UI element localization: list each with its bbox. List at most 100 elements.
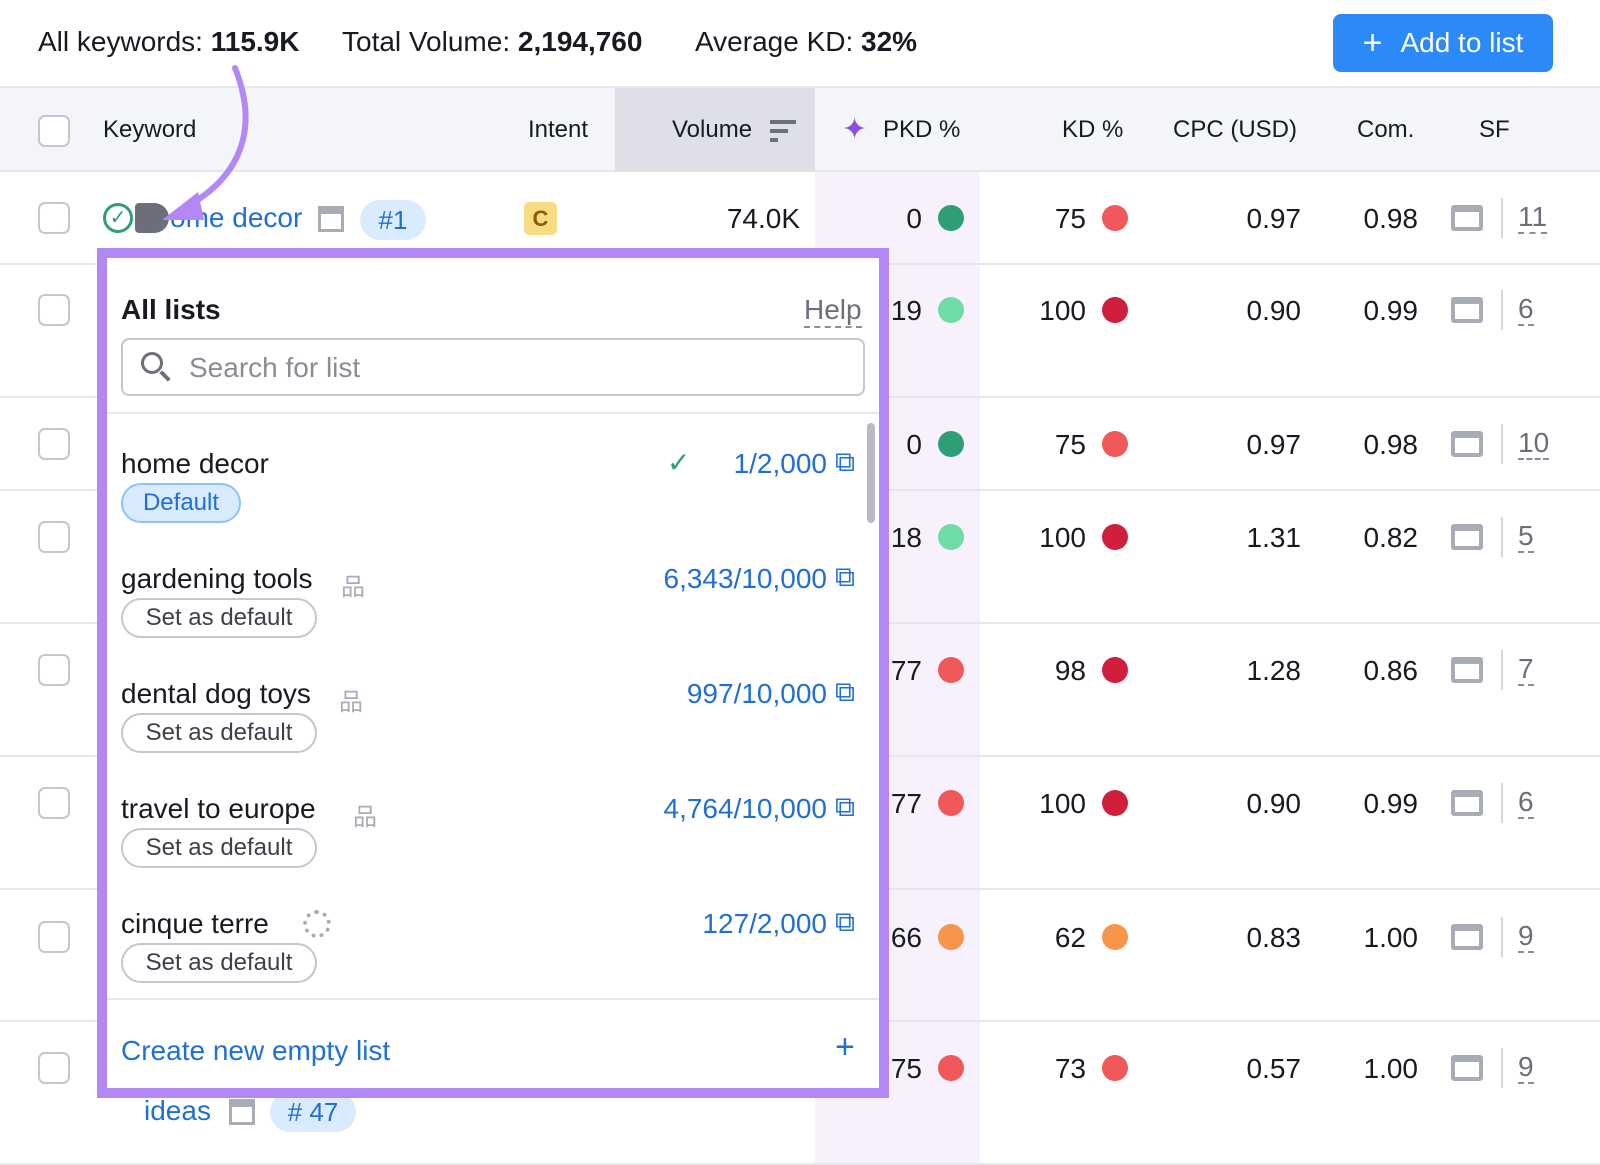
serp-features-icon[interactable]	[1451, 297, 1483, 323]
intent-badge: C	[524, 202, 557, 235]
kd-dot	[1102, 431, 1128, 457]
col-keyword[interactable]: Keyword	[103, 116, 197, 143]
kd-dot	[1102, 205, 1128, 231]
add-to-list-button[interactable]: + Add to list	[1333, 14, 1553, 72]
external-link-icon[interactable]: ⧉	[835, 906, 855, 937]
cpc-value: 1.28	[1246, 655, 1302, 686]
list-count[interactable]: 1/2,000	[733, 448, 827, 479]
row-checkbox[interactable]	[38, 428, 70, 460]
plus-icon: +	[1362, 23, 1383, 62]
col-intent[interactable]: Intent	[528, 116, 589, 143]
row-checkbox[interactable]	[38, 787, 70, 819]
serp-features-icon[interactable]	[1451, 1055, 1483, 1081]
select-all-checkbox[interactable]	[38, 115, 70, 147]
divider	[1501, 198, 1503, 238]
sf-count[interactable]: 5	[1518, 520, 1534, 553]
serp-features-icon[interactable]	[1451, 431, 1483, 457]
cpc-value: 0.90	[1246, 788, 1302, 819]
kd-value: 75	[1054, 203, 1086, 234]
row-checkbox[interactable]	[38, 202, 70, 234]
divider	[1501, 290, 1503, 330]
pkd-value: 77	[890, 655, 922, 686]
pkd-dot	[938, 431, 964, 457]
serp-icon[interactable]	[229, 1099, 255, 1125]
row-checkbox[interactable]	[38, 294, 70, 326]
sf-count[interactable]: 7	[1518, 653, 1534, 686]
list-name[interactable]: gardening tools	[121, 563, 313, 594]
com-value: 1.00	[1363, 1053, 1419, 1084]
pkd-value: 0	[906, 203, 922, 234]
serp-features-icon[interactable]	[1451, 524, 1483, 550]
list-count[interactable]: 4,764/10,000	[663, 793, 828, 824]
default-badge: Default	[121, 483, 241, 523]
serp-features-icon[interactable]	[1451, 205, 1483, 231]
com-value: 0.98	[1363, 429, 1419, 460]
rank-badge: #1	[360, 200, 426, 240]
col-pkd[interactable]: PKD %	[883, 116, 961, 143]
kd-dot	[1102, 657, 1128, 683]
search-icon-handle	[159, 370, 171, 382]
external-link-icon[interactable]: ⧉	[835, 791, 855, 822]
list-count[interactable]: 127/2,000	[702, 908, 827, 939]
col-kd[interactable]: KD %	[1062, 116, 1124, 143]
list-count[interactable]: 997/10,000	[686, 678, 827, 709]
set-as-default-button[interactable]: Set as default	[121, 713, 317, 753]
all-keywords-stat: All keywords: 115.9K	[38, 26, 300, 57]
sf-count[interactable]: 11	[1518, 201, 1548, 234]
row-checkbox[interactable]	[38, 521, 70, 553]
divider	[1501, 917, 1503, 957]
divider	[1501, 517, 1503, 557]
set-as-default-button[interactable]: Set as default	[121, 598, 317, 638]
in-list-check-icon[interactable]: ✓	[103, 203, 133, 233]
rank-badge: # 47	[270, 1092, 356, 1132]
col-volume[interactable]: Volume	[672, 116, 753, 143]
pkd-dot	[938, 657, 964, 683]
kd-value: 73	[1054, 1053, 1086, 1084]
sf-count[interactable]: 9	[1518, 920, 1534, 953]
row-checkbox[interactable]	[38, 921, 70, 953]
serp-features-icon[interactable]	[1451, 657, 1483, 683]
total-volume-stat: Total Volume: 2,194,760	[342, 26, 643, 57]
keyword-link[interactable]: ideas	[144, 1095, 211, 1126]
row-checkbox[interactable]	[38, 654, 70, 686]
sf-count[interactable]: 9	[1518, 1051, 1534, 1084]
sf-count[interactable]: 6	[1518, 293, 1534, 326]
create-list-link[interactable]: Create new empty list	[121, 1035, 391, 1066]
pkd-dot	[938, 1055, 964, 1081]
col-sf[interactable]: SF	[1479, 116, 1510, 143]
set-as-default-button[interactable]: Set as default	[121, 828, 317, 868]
sf-count[interactable]: 10	[1518, 427, 1550, 460]
sitemap-icon: 品	[353, 804, 377, 831]
external-link-icon[interactable]: ⧉	[835, 561, 855, 592]
serp-features-icon[interactable]	[1451, 924, 1483, 950]
check-icon: ✓	[667, 447, 691, 478]
serp-features-icon[interactable]	[1451, 790, 1483, 816]
row-checkbox[interactable]	[38, 1052, 70, 1084]
col-com[interactable]: Com.	[1357, 116, 1415, 143]
col-cpc[interactable]: CPC (USD)	[1173, 116, 1297, 143]
scrollbar[interactable]	[867, 423, 875, 523]
plus-icon[interactable]: +	[835, 1028, 855, 1066]
kd-value: 100	[1039, 522, 1086, 553]
loading-icon	[303, 910, 331, 938]
list-name[interactable]: cinque terre	[121, 908, 269, 939]
serp-icon[interactable]	[318, 206, 344, 232]
divider	[1501, 783, 1503, 823]
list-icon[interactable]	[135, 203, 169, 233]
set-as-default-button[interactable]: Set as default	[121, 943, 317, 983]
kd-value: 100	[1039, 295, 1086, 326]
sort-icon[interactable]	[770, 120, 796, 142]
sf-count[interactable]: 6	[1518, 786, 1534, 819]
help-link[interactable]: Help	[804, 294, 862, 328]
divider	[1501, 650, 1503, 690]
kd-dot	[1102, 524, 1128, 550]
list-count[interactable]: 6,343/10,000	[663, 563, 828, 594]
list-name[interactable]: travel to europe	[121, 793, 316, 824]
lists-popup: All lists Help Search for list home deco…	[97, 248, 889, 1098]
external-link-icon[interactable]: ⧉	[835, 446, 855, 477]
list-name[interactable]: home decor	[121, 448, 269, 479]
search-icon	[141, 352, 163, 374]
list-name[interactable]: dental dog toys	[121, 678, 311, 709]
external-link-icon[interactable]: ⧉	[835, 676, 855, 707]
search-list-input[interactable]: Search for list	[121, 338, 865, 396]
